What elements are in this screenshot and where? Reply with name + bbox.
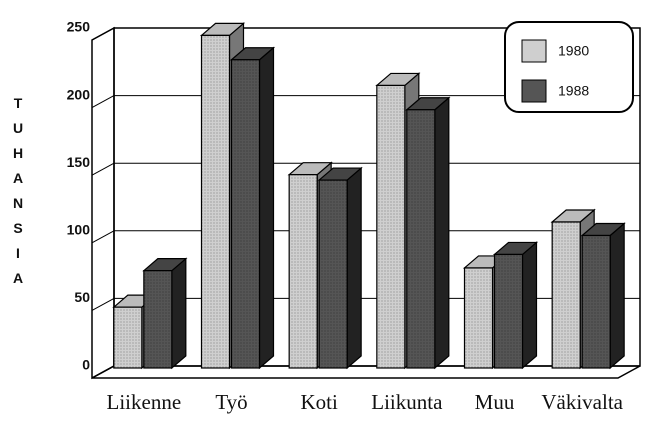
y-tick-label: 50	[74, 289, 90, 305]
y-tick-label: 0	[82, 357, 90, 373]
legend-label: 1988	[558, 83, 589, 99]
x-tick-label: Työ	[215, 390, 247, 414]
bar-texture	[201, 35, 230, 369]
legend-swatch	[521, 79, 547, 103]
x-tick-label: Koti	[300, 390, 338, 414]
y-tick-label: 250	[67, 19, 91, 35]
bar-texture	[376, 85, 405, 368]
y-tick-label: 200	[67, 86, 91, 102]
bar-texture	[582, 235, 611, 368]
bar-side	[258, 46, 275, 370]
bar-texture	[113, 307, 142, 368]
bar-texture	[552, 221, 581, 368]
y-tick-label: 150	[67, 154, 91, 170]
legend-label: 1980	[558, 43, 589, 59]
x-tick-label: Liikunta	[371, 390, 443, 414]
bar-texture	[464, 267, 493, 368]
bar-texture	[289, 174, 318, 368]
bar-texture	[406, 109, 435, 368]
bar-texture	[143, 270, 172, 368]
bar-side	[609, 222, 625, 370]
bar-side	[346, 166, 362, 370]
bar	[229, 46, 276, 370]
bar-side	[521, 241, 538, 370]
bar	[580, 222, 626, 370]
grid-line-side	[91, 162, 115, 176]
bar-texture	[231, 59, 260, 369]
bar-texture	[494, 254, 523, 368]
grid-line-side	[91, 230, 115, 244]
bar-texture	[319, 180, 348, 368]
grid-line-side	[91, 95, 115, 109]
bar-side	[171, 257, 187, 370]
bar	[142, 257, 188, 370]
x-tick-label: Väkivalta	[541, 390, 623, 414]
x-tick-label: Muu	[475, 390, 515, 414]
grid-line-side	[91, 27, 115, 41]
bar	[317, 166, 363, 370]
x-tick-label: Liikenne	[107, 390, 182, 414]
grid-line-side	[91, 365, 115, 379]
left-wall	[91, 26, 115, 380]
bar-side	[434, 96, 450, 370]
grid-line-side	[91, 297, 115, 311]
bar	[405, 96, 451, 370]
y-tick-label: 100	[67, 222, 91, 238]
legend-swatch	[521, 39, 547, 63]
bar	[492, 241, 539, 370]
